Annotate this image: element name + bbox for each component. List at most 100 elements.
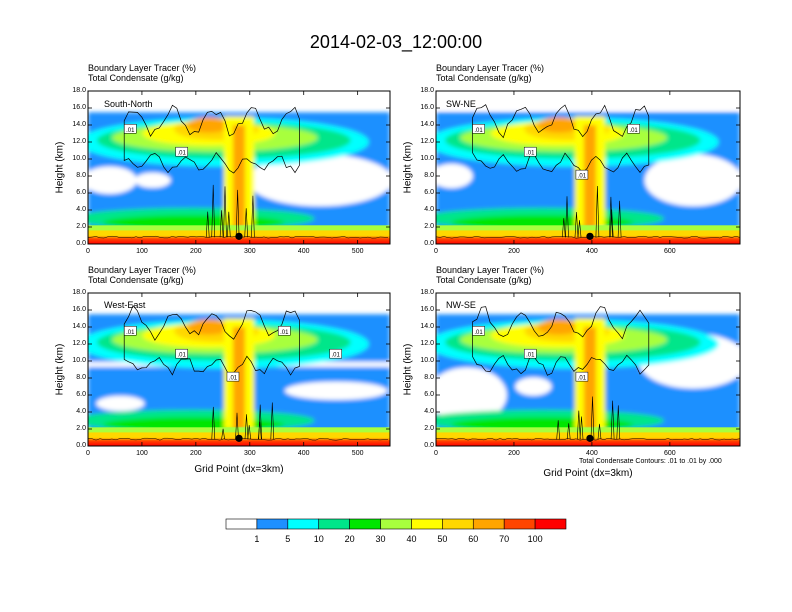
x-tick-label: 0 (86, 248, 90, 255)
panel-title-line-1: Boundary Layer Tracer (%) (436, 265, 545, 275)
y-tick-label: 2.0 (76, 223, 86, 230)
contour-label: .01 (331, 353, 340, 359)
location-marker (235, 232, 243, 240)
y-tick-label: 2.0 (424, 425, 434, 432)
colorbar-swatch (442, 518, 474, 530)
contour-label: .01 (280, 330, 289, 336)
y-tick-label: 10.0 (420, 357, 434, 364)
contour-label-box (124, 326, 137, 336)
panel-3: .01 .01 .01 .01 .01 (87, 292, 391, 447)
plot-frame (87, 292, 391, 447)
x-tick-label: 400 (586, 248, 598, 255)
y-tick-label: 14.0 (72, 323, 86, 330)
y-tick-label: 14.0 (420, 121, 434, 128)
contour-label-box (472, 326, 485, 336)
colorbar-swatch (534, 518, 567, 530)
colorbar-label: 10 (313, 534, 324, 544)
y-axis-label: Height (km) (54, 343, 66, 395)
contour-label-box (627, 124, 640, 134)
panel-title-line-1: Boundary Layer Tracer (%) (436, 63, 545, 73)
contour-label-box (175, 146, 188, 157)
contour-label: .01 (229, 376, 238, 382)
contour-label: .01 (526, 151, 535, 157)
tracer-field: .01 .01 .01 .01 (436, 91, 740, 244)
x-tick-label: 200 (190, 248, 202, 255)
x-tick-label: 400 (297, 450, 310, 457)
panel-name: NW-SE (446, 300, 476, 310)
contour-label: .01 (578, 174, 587, 180)
y-tick-label: 4.0 (76, 408, 86, 415)
contour-label-box (175, 348, 188, 359)
panel-title-line-1: Boundary Layer Tracer (%) (88, 63, 197, 73)
panel-2: .01 .01 .01 .01 (435, 90, 741, 245)
colorbar-swatch (380, 518, 412, 530)
x-tick-label: 100 (136, 450, 148, 457)
y-tick-label: 0.0 (76, 442, 86, 449)
x-tick-label: 400 (586, 450, 598, 457)
panel-title-line-2: Total Condensate (g/kg) (88, 275, 184, 285)
y-axis-label: Height (km) (54, 141, 66, 193)
contour-label: .01 (578, 376, 587, 382)
colorbar-label: 60 (468, 534, 479, 544)
y-tick-label: 6.0 (76, 391, 86, 398)
y-tick-label: 12.0 (72, 138, 86, 145)
y-axis-label: Height (km) (402, 141, 414, 193)
contour-label: .01 (177, 353, 186, 359)
colorbar-label: 5 (285, 534, 291, 544)
y-tick-label: 8.0 (76, 172, 86, 179)
x-axis-label: Grid Point (dx=3km) (194, 464, 284, 475)
condensate-contour (472, 104, 650, 174)
contour-label: .01 (474, 128, 483, 134)
y-tick-label: 18.0 (72, 87, 86, 94)
contour-label-box (523, 146, 537, 157)
x-tick-label: 500 (351, 450, 364, 457)
colorbar-swatch (287, 518, 320, 530)
plot-frame (87, 90, 391, 245)
tracer-field: .01 .01 .01 .01 .01 (88, 293, 390, 446)
tracer-field: .01 .01 (88, 91, 390, 244)
contour-label-box (329, 348, 342, 359)
y-tick-label: 14.0 (420, 323, 434, 330)
y-tick-label: 4.0 (424, 408, 434, 415)
location-marker (586, 232, 594, 240)
panel-title-line-2: Total Condensate (g/kg) (88, 73, 184, 83)
y-tick-label: 10.0 (72, 357, 86, 364)
y-tick-label: 6.0 (424, 189, 434, 196)
x-tick-label: 100 (136, 248, 148, 255)
x-tick-label: 600 (664, 450, 676, 457)
colorbar-swatch (411, 518, 443, 530)
y-tick-label: 0.0 (76, 240, 86, 247)
page-title: 2014-02-03_12:00:00 (309, 32, 483, 52)
colorbar-swatch (503, 518, 536, 530)
x-tick-label: 300 (243, 248, 256, 255)
y-tick-label: 10.0 (72, 155, 86, 162)
plot-frame (435, 292, 741, 447)
colorbar-label: 20 (344, 534, 355, 544)
colorbar-label: 100 (527, 534, 543, 544)
contour-note: Total Condensate Contours: .01 to .01 by… (579, 458, 722, 465)
colorbar-label: 70 (499, 534, 510, 544)
contour-label: .01 (126, 128, 135, 134)
y-tick-label: 12.0 (72, 340, 86, 347)
condensate-contour (123, 104, 300, 174)
y-tick-label: 18.0 (420, 289, 434, 296)
y-tick-label: 4.0 (76, 206, 86, 213)
location-marker (235, 434, 243, 442)
y-axis-label: Height (km) (402, 343, 414, 395)
y-tick-label: 2.0 (76, 425, 86, 432)
colorbar (225, 518, 567, 530)
contour-label-box (278, 326, 291, 336)
panel-1: .01 .01 (87, 90, 391, 245)
x-tick-label: 500 (351, 248, 364, 255)
y-tick-label: 12.0 (420, 138, 434, 145)
colorbar-label: 50 (437, 534, 448, 544)
x-tick-label: 200 (190, 450, 202, 457)
panel-name: SW-NE (446, 99, 476, 109)
panel-4: .01 .01 .01 (435, 292, 741, 447)
x-tick-label: 600 (664, 248, 676, 255)
y-tick-label: 16.0 (72, 104, 86, 111)
contour-label: .01 (126, 330, 135, 336)
x-tick-label: 0 (86, 450, 90, 457)
x-tick-label: 300 (243, 450, 256, 457)
panel-title-line-2: Total Condensate (g/kg) (436, 275, 532, 285)
